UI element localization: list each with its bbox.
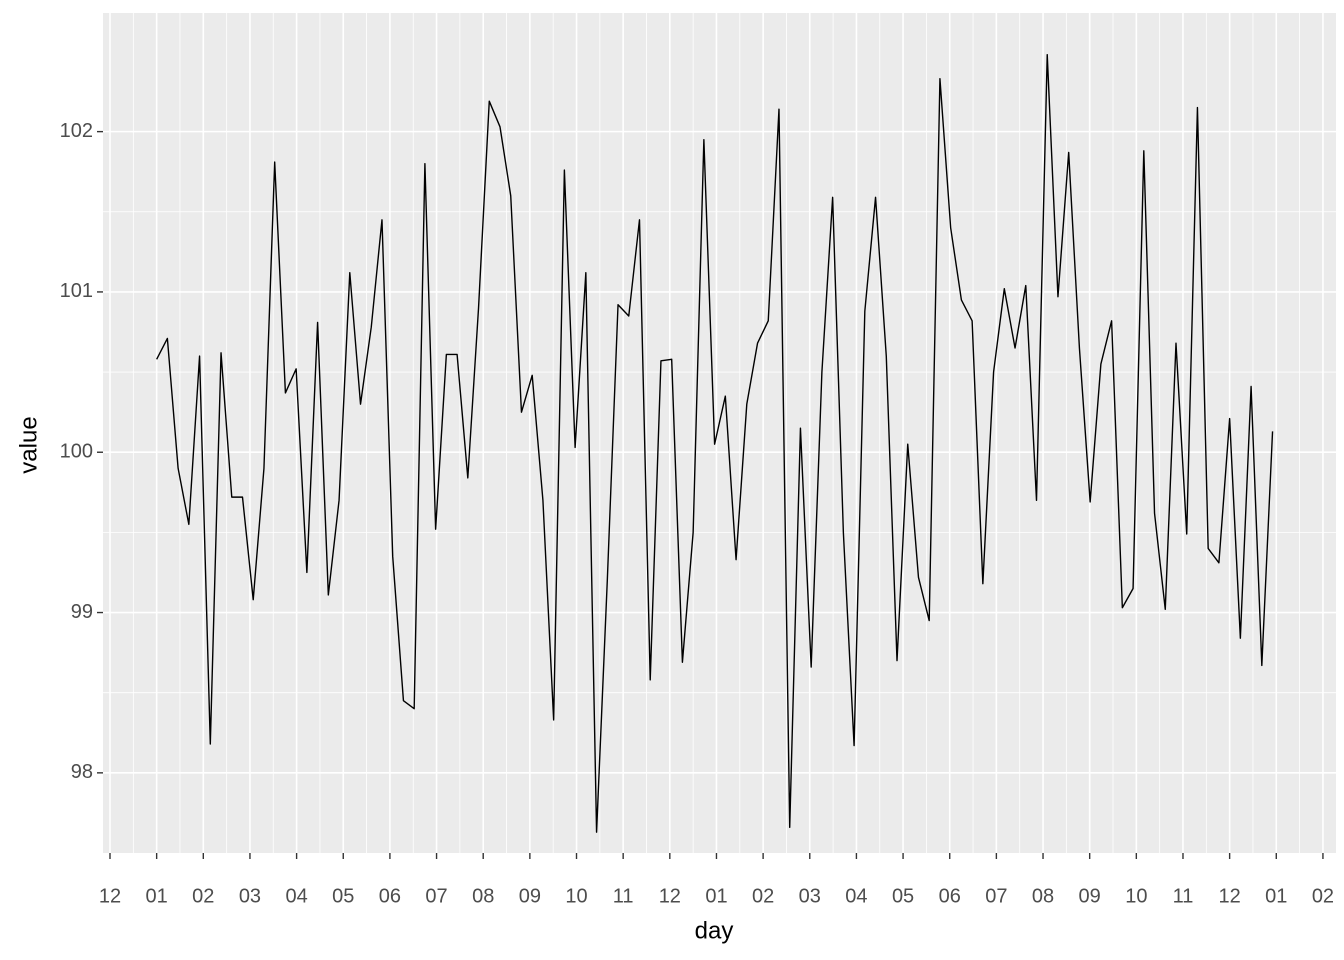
x-tick-label: 11 [1173,885,1194,907]
x-tick-label: 12 [659,885,681,907]
y-tick-label: 102 [60,120,93,142]
x-axis-title: day [695,917,734,944]
x-tick-label: 06 [939,885,961,907]
x-tick-label: 01 [705,885,727,907]
x-tick-label: 11 [613,885,634,907]
x-tick-label: 04 [285,885,307,907]
x-tick-label: 12 [1219,885,1241,907]
x-tick-label: 04 [845,885,867,907]
marks [156,53,1274,833]
x-tick-label: 05 [892,885,914,907]
x-tick-label: 09 [519,885,541,907]
x-tick-label: 12 [99,885,121,907]
x-tick-label: 09 [1079,885,1101,907]
x-tick-label: 02 [1312,885,1334,907]
panel [103,13,1336,853]
y-tick-label: 99 [71,601,93,623]
y-tick-label: 101 [60,280,93,302]
x-tick-label: 05 [332,885,354,907]
x-tick-label: 03 [239,885,261,907]
line [156,53,1274,833]
x-tick-label: 02 [752,885,774,907]
x-tick-label: 08 [472,885,494,907]
y-tick-label: 100 [60,441,93,463]
grid [103,13,1336,853]
x-tick-label: 01 [1265,885,1287,907]
x-tick-label: 07 [985,885,1007,907]
x-tick-label: 06 [379,885,401,907]
x-tick-label: 10 [1125,885,1147,907]
x-tick-label: 01 [146,885,168,907]
x-tick-label: 08 [1032,885,1054,907]
x-tick-label: 02 [192,885,214,907]
x-tick-label: 07 [425,885,447,907]
y-tick-label: 98 [71,761,93,783]
x-tick-label: 10 [565,885,587,907]
y-axis-title: value [15,416,42,473]
x-tick-label: 03 [799,885,821,907]
